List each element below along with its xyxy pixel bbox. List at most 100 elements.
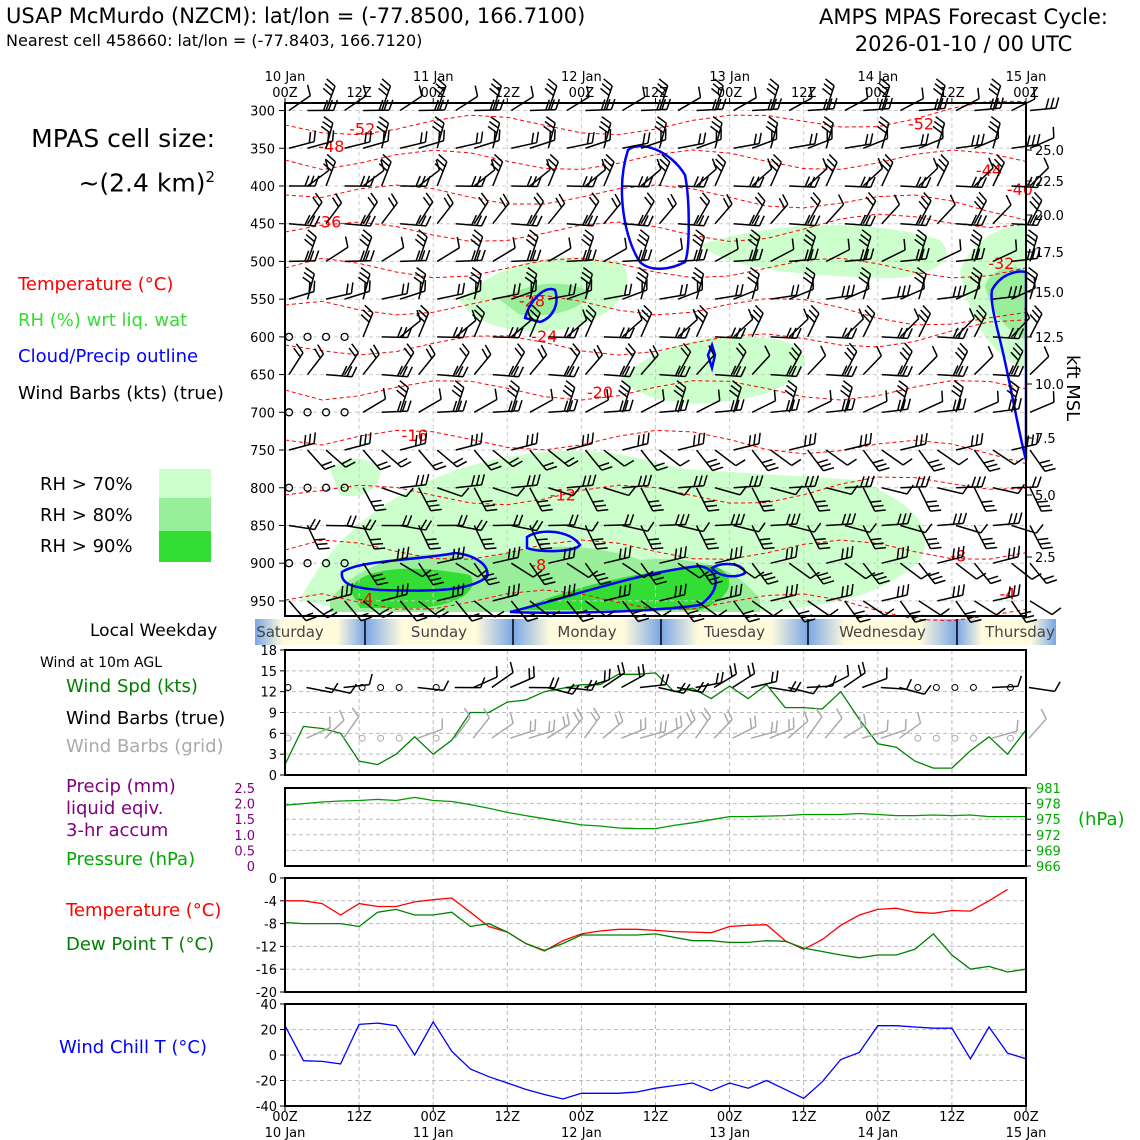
wind-barb-flag (761, 504, 773, 508)
wind-barb-10m-flag (554, 677, 560, 689)
wind-barb-flag (920, 309, 929, 319)
wind-barb (492, 409, 519, 414)
wind-barb-flag (754, 571, 765, 579)
wind-barb-flag (406, 343, 415, 353)
wind-barb (603, 247, 627, 263)
wind-barb-grid (491, 722, 514, 739)
wind-barb-flag (382, 387, 387, 400)
wind-barb-flag (865, 196, 874, 206)
wind-barb-flag (621, 380, 631, 389)
calm-10m (358, 684, 366, 691)
wind-barb-flag (644, 196, 653, 207)
wind-barb-flag (603, 78, 613, 87)
wind-barb-flag (914, 276, 924, 285)
wind-barb (955, 443, 982, 451)
wind-barb-flag (531, 519, 539, 531)
wind-barb-10m (824, 675, 849, 689)
wind-barb-flag (767, 98, 773, 110)
wind-barb-flag (305, 616, 317, 622)
wind-barb-10m-flag (1017, 675, 1023, 687)
wind-barb-flag (422, 196, 431, 207)
wind-barb-flag (820, 345, 827, 356)
wind-barb-flag (692, 271, 703, 280)
wind-barb-flag (425, 215, 432, 227)
wind-barb-flag (851, 398, 856, 410)
wind-barb-flag (986, 546, 998, 550)
wind-barb-flag (934, 579, 946, 585)
wind-barb-flag (925, 537, 938, 541)
wind-barb-flag (764, 462, 776, 468)
wind-barb-flag (711, 87, 721, 96)
wind-barb-flag (517, 283, 521, 295)
wind-barb-flag (443, 197, 451, 208)
wind-barb-grid-flag (917, 712, 922, 724)
bottom-hour-label: 00Z (272, 1110, 298, 1125)
calm-10m (432, 684, 440, 691)
wind-barb-flag (383, 99, 389, 111)
rh70-label: RH > 70% (40, 474, 133, 495)
wind-barb-flag (372, 504, 385, 508)
bottom-hour-label: 00Z (865, 1110, 891, 1125)
wind-barb-flag (920, 572, 931, 580)
wind-barb-flag (624, 365, 631, 377)
wind-barb-flag (748, 214, 755, 226)
wind-barb-flag (1017, 545, 1021, 557)
wind-barb-grid-flag (675, 717, 678, 729)
wind-barb-flag (915, 214, 922, 226)
wind-barb-flag (1034, 305, 1043, 315)
wind-barb-flag (808, 309, 818, 319)
wind-barb-flag (655, 87, 666, 96)
wind-barb-flag (619, 384, 630, 393)
wind-barb-flag (364, 132, 367, 144)
wind-barb-flag (564, 457, 575, 464)
wind-barb-flag (456, 584, 460, 596)
wind-barb (733, 318, 754, 338)
wind-barb-10m-flag (751, 662, 756, 674)
wind-barb-flag (785, 513, 791, 525)
wind-barb-flag (858, 308, 865, 320)
cell-size-line1: MPAS cell size: (31, 124, 215, 153)
wind-barb-flag (547, 78, 558, 87)
wind-barb-flag (859, 249, 865, 261)
wind-barb-flag (525, 238, 536, 247)
wind-barb-grid-flag (483, 707, 490, 719)
wind-barb-flag (639, 313, 649, 323)
wind-barb-flag (906, 545, 910, 557)
wind-barb-flag (810, 304, 820, 314)
wind-barb-flag (637, 249, 643, 261)
wind-barb (529, 399, 553, 413)
wind-barb-10m (639, 683, 666, 689)
wind-barb-flag (652, 547, 664, 550)
wind-barb-grid-flag (803, 710, 809, 722)
wind-barb-flag (810, 196, 819, 206)
wind-barb (1029, 562, 1047, 584)
wind-barb-flag (860, 176, 866, 188)
wind-barb-flag (1032, 87, 1036, 100)
wind-barb (474, 139, 500, 149)
wind-barb-flag (876, 125, 887, 134)
wind-barb-flag (293, 347, 301, 358)
wind-barb-flag (940, 154, 950, 164)
wind-barb-10m-flag (608, 668, 611, 680)
wind-barb-flag (481, 348, 489, 359)
wind-barb-flag (600, 87, 610, 96)
wind-barb-flag (748, 618, 760, 623)
wind-barb-flag (850, 583, 854, 596)
wind-barb-flag (846, 399, 851, 411)
wind-barb (751, 400, 776, 413)
wind-barb-flag (866, 304, 876, 315)
bottom-hour-label: 12Z (346, 1110, 372, 1125)
wind-barb (473, 354, 492, 376)
wind-barb-flag (424, 432, 428, 444)
panel-frame (284, 877, 1027, 993)
calm-10m (932, 684, 940, 691)
wind-barb-flag (351, 515, 357, 527)
wind-barb-flag (961, 545, 965, 557)
wind-barb-flag (742, 610, 754, 615)
wind-barb-flag (679, 584, 682, 596)
wind-barb (788, 562, 811, 579)
wind-barb-flag (702, 432, 706, 444)
wind-barb-flag (820, 462, 832, 468)
wind-barb-flag (841, 384, 852, 393)
wind-barb-flag (809, 475, 815, 487)
